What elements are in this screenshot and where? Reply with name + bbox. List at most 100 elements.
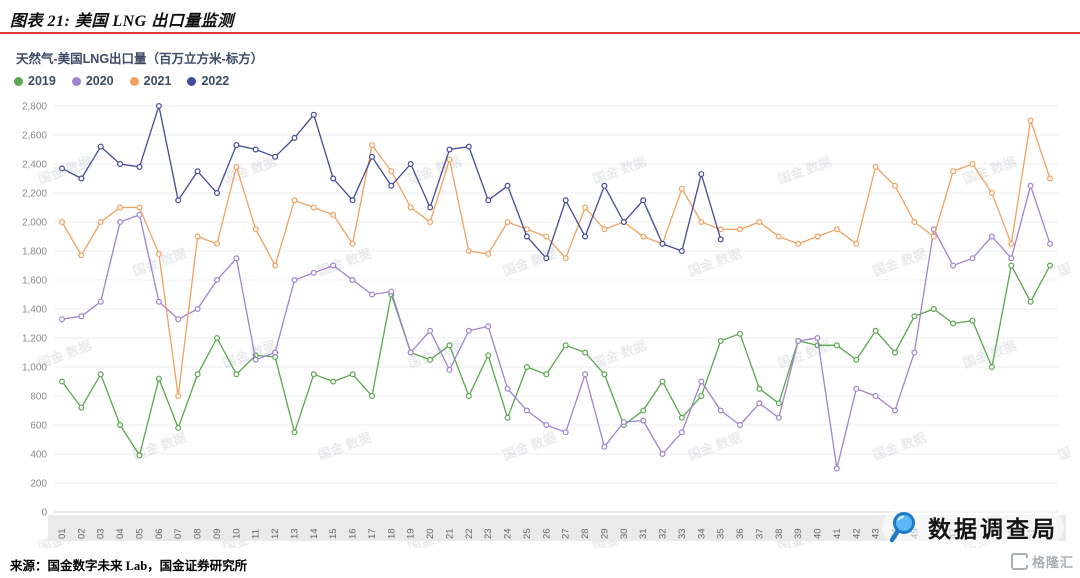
svg-text:1,000: 1,000 — [22, 363, 47, 374]
svg-text:10: 10 — [231, 528, 242, 539]
source-note: 来源：国金数字未来 Lab，国金证券研究所 — [10, 559, 248, 573]
svg-text:05: 05 — [134, 528, 145, 539]
svg-text:14: 14 — [309, 528, 320, 539]
svg-text:41: 41 — [832, 528, 843, 539]
svg-text:29: 29 — [599, 528, 610, 539]
gelonghui-icon — [1010, 553, 1029, 570]
svg-text:37: 37 — [754, 528, 765, 539]
magnifier-icon — [889, 512, 915, 543]
svg-text:03: 03 — [96, 528, 107, 539]
svg-text:2,800: 2,800 — [22, 102, 47, 113]
svg-text:800: 800 — [30, 392, 47, 403]
svg-text:18: 18 — [386, 528, 397, 539]
svg-text:1,800: 1,800 — [22, 247, 47, 258]
svg-text:国金 数据: 国金 数据 — [501, 430, 558, 463]
lng-chart-svg: 0 200 400 600 800 1,000 1,200 1,400 1,600 1,800 2,… — [22, 102, 1080, 555]
legend-item-2022: 2022 — [187, 74, 229, 88]
svg-text:国金 数据: 国金 数据 — [871, 430, 928, 463]
legend-dot — [129, 76, 139, 86]
svg-text:23: 23 — [483, 528, 494, 539]
svg-text:12: 12 — [270, 528, 281, 539]
legend-item-2020: 2020 — [71, 74, 114, 88]
y-axis-labels: 0 200 400 600 800 1,000 1,200 1,400 1,600 1,800 2,… — [22, 102, 47, 519]
svg-text:2,400: 2,400 — [22, 160, 47, 171]
svg-text:国金 数据: 国金 数据 — [961, 154, 1018, 187]
svg-text:34: 34 — [696, 528, 707, 539]
series-line-2019 — [61, 263, 1051, 458]
gelonghui-text: 格隆汇 — [1031, 555, 1074, 570]
svg-text:32: 32 — [658, 528, 669, 539]
svg-text:国金 数据: 国金 数据 — [316, 430, 373, 463]
svg-text:07: 07 — [173, 528, 184, 539]
legend-label: 2021 — [143, 74, 172, 88]
legend-item-2021: 2021 — [129, 74, 172, 88]
svg-text:36: 36 — [735, 528, 746, 539]
series-2020 — [58, 182, 1053, 472]
svg-text:21: 21 — [444, 528, 455, 539]
legend-item-2019: 2019 — [14, 74, 56, 88]
svg-text:25: 25 — [522, 528, 533, 539]
svg-text:200: 200 — [30, 479, 47, 490]
svg-text:08: 08 — [193, 528, 204, 539]
chart-plot: 0 200 400 600 800 1,000 1,200 1,400 1,600 1,800 2,… — [10, 92, 1080, 555]
series-2022 — [58, 103, 724, 262]
series-line-2021 — [61, 120, 1051, 397]
svg-text:01: 01 — [57, 528, 68, 539]
series-line-2020 — [61, 183, 1051, 469]
series-line-2022 — [61, 103, 722, 260]
svg-text:43: 43 — [871, 528, 882, 539]
legend-dot — [71, 76, 81, 86]
legend-dot — [187, 76, 197, 86]
svg-text:42: 42 — [851, 528, 862, 539]
figure-title: 图表 21: 美国 LNG 出口量监测 — [10, 13, 234, 30]
title-underline — [0, 32, 1080, 34]
legend-dot — [14, 76, 23, 86]
svg-text:06: 06 — [154, 528, 165, 539]
svg-text:24: 24 — [503, 528, 514, 539]
svg-text:09: 09 — [212, 528, 223, 539]
svg-text:11: 11 — [251, 529, 262, 539]
svg-text:02: 02 — [76, 528, 87, 539]
svg-text:28: 28 — [580, 528, 591, 539]
legend-label: 2020 — [85, 74, 114, 88]
svg-text:16: 16 — [348, 528, 359, 539]
svg-text:40: 40 — [813, 528, 824, 539]
svg-text:35: 35 — [716, 528, 727, 539]
svg-text:19: 19 — [406, 528, 417, 539]
chart-legend: 2019 2020 2021 2022 — [14, 74, 245, 88]
svg-text:国金 数据: 国金 数据 — [1056, 246, 1070, 279]
svg-text:15: 15 — [328, 528, 339, 539]
svg-text:38: 38 — [774, 528, 785, 539]
gridlines — [54, 105, 1058, 513]
svg-text:国金 数据: 国金 数据 — [221, 154, 278, 187]
svg-text:2,600: 2,600 — [22, 131, 47, 142]
svg-text:国金 数据: 国金 数据 — [686, 430, 743, 463]
gelonghui-logo: 格隆汇 — [1010, 552, 1074, 571]
svg-text:600: 600 — [30, 421, 47, 432]
svg-text:国金 数据: 国金 数据 — [591, 338, 648, 371]
svg-text:400: 400 — [30, 450, 47, 461]
chart-subtitle: 天然气-美国LNG出口量（百万立方米-标方） — [16, 52, 264, 66]
svg-text:国金 数据: 国金 数据 — [591, 154, 648, 187]
svg-text:17: 17 — [367, 528, 378, 539]
svg-text:国金 数据: 国金 数据 — [776, 154, 833, 187]
svg-text:22: 22 — [464, 528, 475, 539]
svg-text:39: 39 — [793, 528, 804, 539]
legend-label: 2022 — [201, 74, 230, 88]
svg-text:13: 13 — [289, 528, 300, 539]
svg-text:04: 04 — [115, 528, 126, 539]
svg-text:1,200: 1,200 — [22, 334, 47, 345]
svg-text:27: 27 — [561, 528, 572, 539]
svg-text:30: 30 — [619, 528, 630, 539]
svg-text:26: 26 — [541, 528, 552, 539]
svg-text:1,600: 1,600 — [22, 276, 47, 287]
svg-text:33: 33 — [677, 528, 688, 539]
svg-text:31: 31 — [638, 528, 649, 539]
svg-text:20: 20 — [425, 528, 436, 539]
brand-text: 数据调查局 — [928, 516, 1058, 542]
svg-text:0: 0 — [41, 508, 47, 519]
brand-watermark: 数据调查局 — [882, 508, 1064, 546]
svg-text:2,200: 2,200 — [22, 189, 47, 200]
svg-text:1,400: 1,400 — [22, 305, 47, 316]
